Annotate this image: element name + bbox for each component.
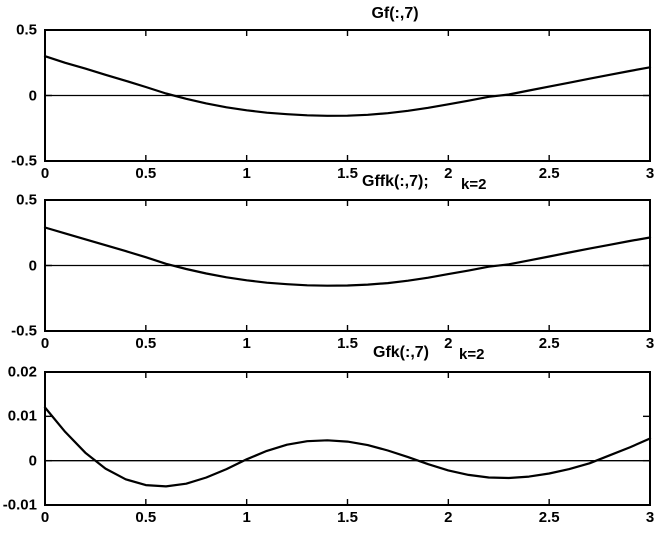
x-tick-label: 2.5 — [538, 509, 560, 526]
x-tick-label: 1 — [242, 509, 251, 526]
x-tick-label: 1 — [242, 165, 251, 182]
x-tick-label: 0.5 — [135, 509, 157, 526]
x-tick-label: 1.5 — [337, 509, 358, 526]
x-tick-label: 0 — [40, 335, 50, 352]
y-tick-label: 0.02 — [7, 363, 37, 381]
gfk-chart-curve — [43, 406, 652, 488]
gfk-chart-graphics — [43, 371, 652, 506]
axes-box — [44, 371, 651, 506]
y-tick-label: -0.01 — [2, 496, 37, 514]
x-tick-label: 3 — [645, 509, 655, 526]
x-tick-label: 1 — [242, 335, 251, 352]
y-tick-label: -0.5 — [11, 152, 37, 170]
x-tick-label: 0 — [40, 509, 50, 526]
x-tick-label: 2.5 — [538, 335, 560, 352]
y-tick-label: 0.5 — [16, 21, 37, 39]
x-tick-label: 3 — [645, 335, 655, 352]
x-tick-label: 1.5 — [337, 335, 358, 352]
x-tick-label: 3 — [645, 165, 655, 182]
y-tick-label: 0 — [28, 452, 37, 470]
y-tick-label: 0.01 — [7, 407, 37, 425]
x-tick-label: 2 — [444, 335, 453, 352]
chart3-title: Gfk(:,7) — [373, 344, 429, 361]
y-tick-label: -0.5 — [11, 322, 37, 340]
gf-chart-graphics — [43, 29, 652, 162]
y-tick-label: 0.5 — [16, 191, 37, 209]
x-tick-label: 2.5 — [538, 165, 560, 182]
y-tick-label: 0 — [28, 87, 37, 104]
x-tick-label: 2 — [444, 509, 453, 526]
gffk-chart-graphics — [43, 199, 652, 332]
x-tick-label: 2 — [444, 165, 453, 182]
chart1-title: Gf(:,7) — [371, 5, 419, 22]
gffk-chart-curve — [43, 226, 652, 287]
gf-chart-curve — [43, 55, 652, 117]
x-tick-label: 1.5 — [337, 165, 358, 182]
chart2-annotation: k=2 — [461, 176, 487, 193]
chart3-annotation: k=2 — [459, 346, 485, 363]
x-tick-label: 0.5 — [135, 165, 157, 182]
x-tick-label: 0.5 — [135, 335, 157, 352]
x-tick-label: 0 — [40, 165, 50, 182]
y-tick-label: 0 — [28, 257, 37, 274]
chart2-title: Gffk(:,7); — [362, 173, 429, 190]
